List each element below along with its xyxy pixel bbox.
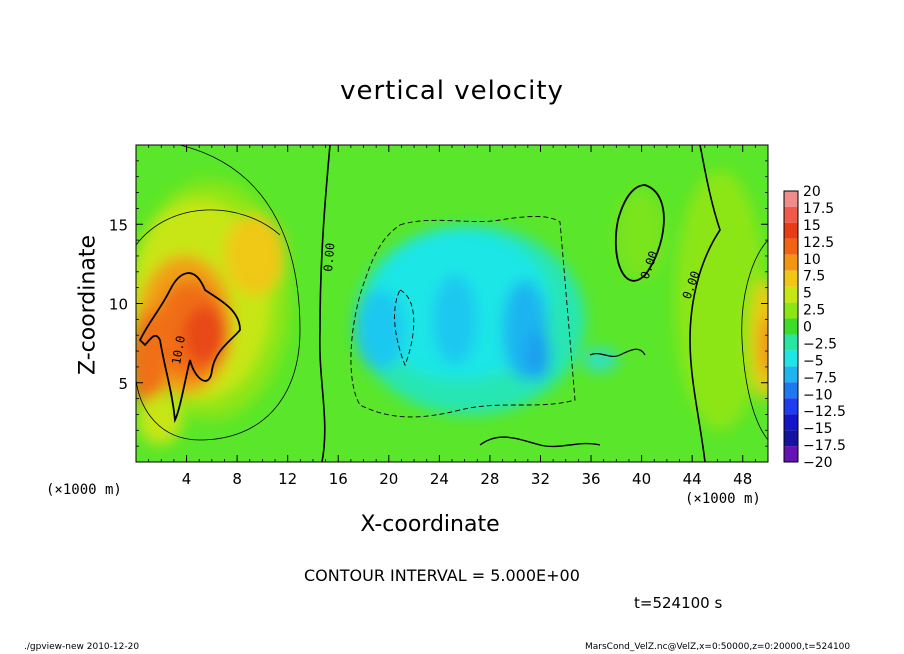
x-tick-label: 32 — [531, 470, 550, 488]
time-label: t=524100 s — [634, 594, 723, 612]
colorbar-label: 12.5 — [803, 235, 834, 251]
x-tick-label: 24 — [430, 470, 449, 488]
colorbar-label: 17.5 — [803, 201, 834, 217]
heatmap-field: 0.00 0.00 0.00 10.0 — [136, 145, 768, 462]
colorbar-swatch — [784, 350, 798, 367]
y-tick-label: 15 — [109, 216, 128, 234]
colorbar-swatch — [784, 302, 798, 319]
colorbar-swatch — [784, 334, 798, 351]
footer-right: MarsCond_VelZ.nc@VelZ,x=0:50000,z=0:2000… — [585, 642, 851, 652]
colorbar-swatch — [784, 382, 798, 399]
x-tick-label: 44 — [683, 470, 702, 488]
x-tick-label: 16 — [329, 470, 348, 488]
y-axis-label: Z-coordinate — [75, 235, 101, 375]
x-tick-label: 28 — [480, 470, 499, 488]
colorbar-swatch — [784, 286, 798, 303]
colorbar-label: 0 — [803, 320, 812, 336]
colorbar-swatch — [784, 398, 798, 415]
contour-label: 0.00 — [321, 242, 337, 272]
colorbar-swatch — [784, 206, 798, 223]
colorbar-label: 7.5 — [803, 269, 825, 285]
x-axis-label: X-coordinate — [360, 512, 500, 537]
colorbar-label: 2.5 — [803, 303, 825, 319]
contour-interval-text: CONTOUR INTERVAL = 5.000E+00 — [304, 566, 580, 585]
colorbar-swatch — [784, 414, 798, 431]
x-tick-label: 12 — [278, 470, 297, 488]
colorbar-label: −7.5 — [803, 370, 837, 386]
colorbar-swatch — [784, 366, 798, 383]
colorbar-swatch — [784, 430, 798, 447]
colorbar-swatch — [784, 254, 798, 271]
x-tick-label: 4 — [182, 470, 192, 488]
colorbar-label: −2.5 — [803, 336, 837, 352]
x-tick-label: 36 — [581, 470, 600, 488]
colorbar-label: 5 — [803, 286, 812, 302]
colorbar-label: −10 — [803, 387, 833, 403]
colorbar: 2017.51512.5107.552.50−2.5−5−7.5−10−12.5… — [783, 184, 846, 471]
colorbar-label: 20 — [803, 184, 821, 200]
colorbar-swatch — [784, 270, 798, 287]
x-tick-label: 48 — [733, 470, 752, 488]
contour-label: 10.0 — [169, 335, 188, 366]
colorbar-frame — [783, 190, 799, 463]
y-tick-label: 10 — [109, 296, 128, 314]
colorbar-swatch — [784, 446, 798, 462]
x-unit-label: (×1000 m) — [685, 491, 761, 507]
y-axis: 5 10 15 — [109, 160, 768, 447]
colorbar-label: −20 — [803, 455, 833, 471]
colorbar-label: −5 — [803, 353, 824, 369]
colorbar-swatch — [784, 191, 798, 207]
colorbar-label: −12.5 — [803, 404, 846, 420]
x-tick-label: 8 — [232, 470, 242, 488]
colorbar-swatch — [784, 318, 798, 335]
x-axis: 4 8 12 16 20 24 28 32 36 40 44 48 — [148, 145, 756, 488]
colorbar-swatch — [784, 222, 798, 239]
colorbar-label: −15 — [803, 421, 833, 437]
colorbar-label: 15 — [803, 218, 821, 234]
colorbar-swatch — [784, 238, 798, 255]
y-tick-label: 5 — [118, 375, 128, 393]
colorbar-label: −17.5 — [803, 438, 846, 454]
x-tick-label: 40 — [632, 470, 651, 488]
colorbar-label: 10 — [803, 252, 821, 268]
footer-left: ./gpview-new 2010-12-20 — [24, 642, 140, 652]
x-unit-label: (×1000 m) — [46, 482, 122, 498]
chart-title: vertical velocity — [340, 76, 564, 106]
x-tick-label: 20 — [379, 470, 398, 488]
